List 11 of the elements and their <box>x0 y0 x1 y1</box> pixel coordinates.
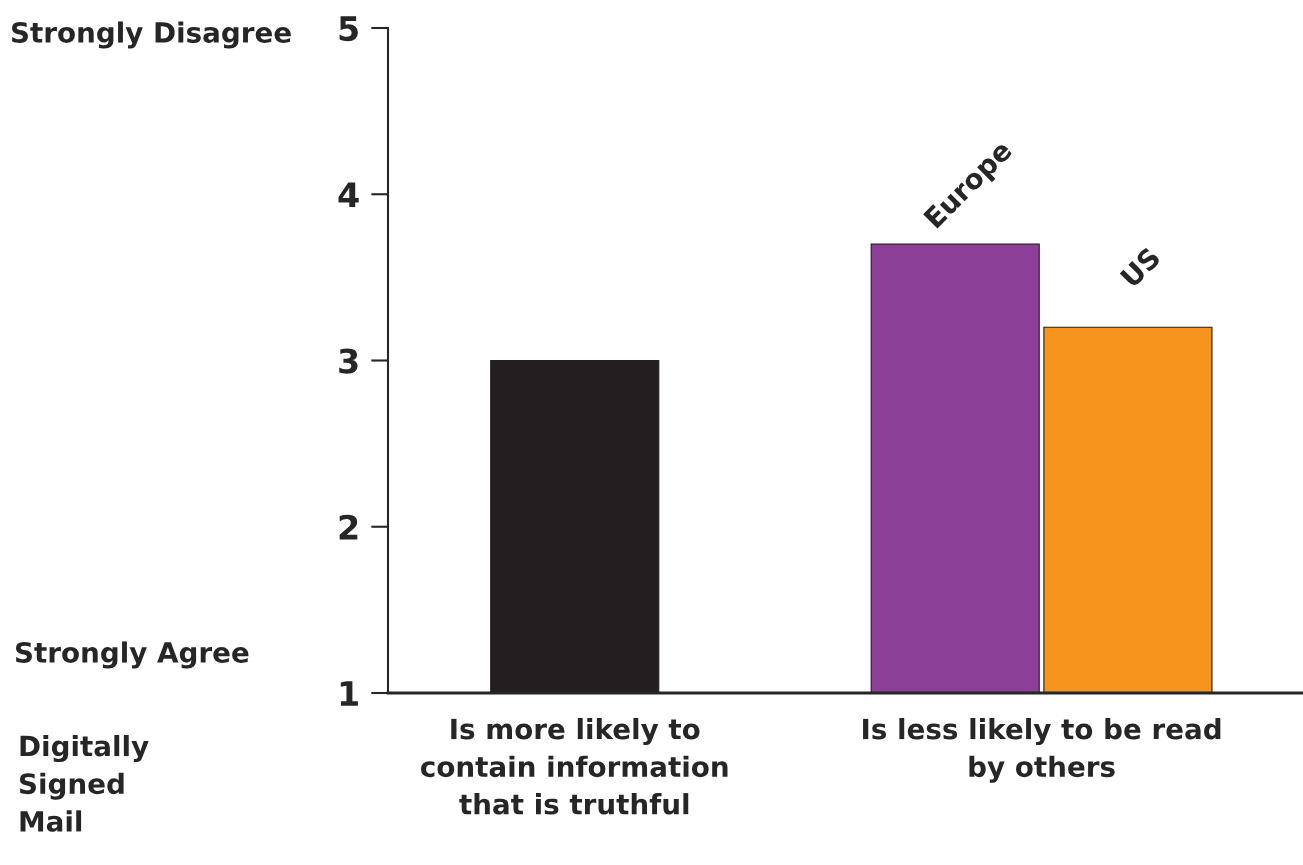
x-tick-label: Is less likely to be read by others <box>863 718 1221 783</box>
x-tick-label: Is more likely to contain information that is truthful <box>421 718 728 815</box>
y-tick-label: 2 <box>339 514 358 540</box>
y-tick-label: 3 <box>339 348 358 374</box>
y-tick-label: 1 <box>340 681 358 706</box>
y-tick-label: 5 <box>339 16 358 42</box>
text: Strongly Agree <box>15 641 249 669</box>
text: Digitally Signed Mail <box>19 735 149 832</box>
text: US <box>1119 246 1162 288</box>
text: Strongly Disagree <box>11 21 291 49</box>
y-tick-label: 4 <box>338 182 359 207</box>
